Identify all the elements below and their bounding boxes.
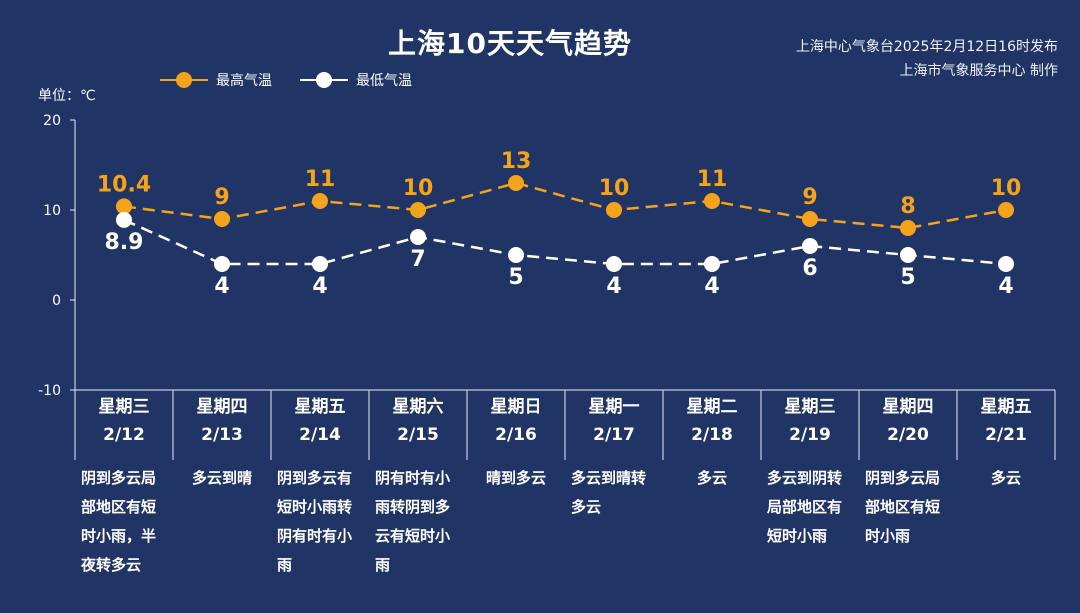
data-label-low: 4: [312, 274, 327, 299]
legend-item-low: 最低气温: [300, 70, 412, 90]
weather-description: 晴到多云: [485, 469, 546, 487]
day-header: 星期一 2/17: [565, 393, 663, 457]
data-label-high: 10.4: [97, 172, 151, 197]
legend-high-label: 最高气温: [216, 73, 272, 89]
x-tick-weekday: 星期四: [882, 397, 934, 417]
x-tick-date: 2/15: [397, 425, 439, 445]
series-line-low: [123, 218, 1007, 266]
data-point-low: [508, 247, 524, 263]
day-header: 星期四 2/13: [173, 393, 271, 457]
data-label-low: 5: [900, 265, 915, 290]
day-header: 星期五 2/14: [271, 393, 369, 457]
data-label-low: 4: [998, 274, 1013, 299]
legend-high-marker: [160, 72, 208, 88]
x-tick-date: 2/16: [495, 425, 537, 445]
data-point-high: [116, 198, 132, 215]
data-label-low: 4: [214, 274, 229, 299]
data-label-high: 10: [991, 176, 1022, 201]
data-point-high: [998, 202, 1014, 218]
data-point-low: [606, 256, 622, 272]
weather-description: 多云: [696, 469, 727, 487]
data-point-high: [704, 193, 720, 209]
weather-description: 阴到多云局部地区有短时小雨: [865, 469, 941, 545]
data-point-low: [214, 256, 230, 272]
weather-description: 多云到晴转多云: [571, 469, 647, 516]
page-title: 上海10天天气趋势: [388, 27, 632, 60]
weather-description: 阴到多云有短时小雨转阴有时有小雨: [277, 469, 353, 574]
data-point-low: [312, 256, 328, 272]
data-label-low: 8.9: [105, 230, 144, 255]
x-tick-date: 2/14: [299, 425, 341, 445]
data-label-high: 10: [403, 176, 434, 201]
data-point-high: [508, 175, 524, 191]
data-label-low: 5: [508, 265, 523, 290]
data-label-low: 6: [802, 256, 817, 281]
day-header: 星期二 2/18: [663, 393, 761, 457]
x-tick-weekday: 星期六: [392, 397, 444, 417]
day-header: 星期三 2/12: [75, 393, 173, 457]
data-label-low: 7: [410, 247, 425, 272]
day-header: 星期六 2/15: [369, 393, 467, 457]
data-point-low: [998, 256, 1014, 272]
data-point-low: [802, 238, 818, 254]
x-tick-date: 2/20: [887, 425, 929, 445]
data-label-high: 11: [305, 167, 336, 192]
data-label-high: 11: [697, 167, 728, 192]
series-line-high: [123, 181, 1007, 230]
data-point-high: [410, 202, 426, 218]
x-tick-weekday: 星期一: [588, 397, 640, 417]
data-point-high: [606, 202, 622, 218]
data-point-high: [802, 211, 818, 227]
publisher-line-2: 上海市气象服务中心 制作: [899, 63, 1058, 79]
x-tick-date: 2/18: [691, 425, 733, 445]
data-point-low: [410, 229, 426, 245]
data-point-high: [312, 193, 328, 209]
day-header: 星期日 2/16: [467, 393, 565, 457]
x-tick-date: 2/17: [593, 425, 635, 445]
weather-description: 阴到多云局部地区有短时小雨，半夜转多云: [81, 469, 157, 574]
publisher-line-1: 上海中心气象台2025年2月12日16时发布: [795, 39, 1058, 55]
data-point-high: [900, 220, 916, 236]
data-label-high: 9: [214, 185, 229, 210]
data-point-low: [900, 247, 916, 263]
legend-low-marker: [300, 72, 348, 88]
data-point-low: [704, 256, 720, 272]
unit-label: 单位：℃: [38, 88, 96, 104]
x-tick-weekday: 星期三: [784, 397, 836, 417]
x-tick-weekday: 星期五: [294, 397, 346, 417]
data-label-high: 9: [802, 185, 817, 210]
x-tick-weekday: 星期五: [980, 397, 1032, 417]
x-tick-date: 2/21: [985, 425, 1027, 445]
day-header: 星期三 2/19: [761, 393, 859, 457]
x-tick-weekday: 星期三: [98, 397, 150, 417]
x-tick-weekday: 星期日: [490, 397, 542, 417]
data-point-low: [116, 211, 132, 228]
weather-description: 多云到阴转局部地区有短时小雨: [767, 469, 843, 545]
data-label-low: 4: [704, 274, 719, 299]
data-label-high: 10: [599, 176, 630, 201]
legend-low-label: 最低气温: [356, 73, 412, 89]
x-tick-date: 2/12: [103, 425, 145, 445]
weather-description: 多云: [990, 469, 1021, 487]
publisher-info: 上海中心气象台2025年2月12日16时发布 上海市气象服务中心 制作: [796, 35, 1058, 83]
y-tick-label: 10: [43, 203, 61, 219]
data-point-high: [214, 211, 230, 227]
y-tick-label: -10: [38, 383, 61, 399]
x-tick-date: 2/13: [201, 425, 243, 445]
y-tick-label: 0: [52, 293, 61, 309]
day-header: 星期四 2/20: [859, 393, 957, 457]
weather-description: 多云到晴: [191, 469, 252, 487]
data-label-high: 13: [501, 149, 532, 174]
x-tick-weekday: 星期四: [196, 397, 248, 417]
x-tick-weekday: 星期二: [686, 397, 738, 417]
x-tick-date: 2/19: [789, 425, 831, 445]
day-header: 星期五 2/21: [957, 393, 1055, 457]
chart-legend: 最高气温 最低气温: [160, 70, 412, 90]
legend-item-high: 最高气温: [160, 70, 272, 90]
data-label-high: 8: [900, 194, 915, 219]
data-label-low: 4: [606, 274, 621, 299]
weather-description: 阴有时有小雨转阴到多云有短时小雨: [375, 469, 451, 574]
y-tick-label: 20: [43, 113, 61, 129]
